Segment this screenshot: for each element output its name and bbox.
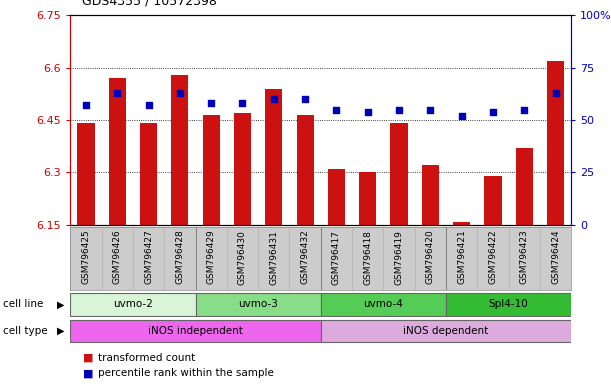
Text: iNOS dependent: iNOS dependent [403, 326, 489, 336]
Bar [78, 124, 95, 225]
Text: uvmo-2: uvmo-2 [113, 299, 153, 310]
Bar [70, 293, 196, 316]
Point [81, 102, 91, 108]
Text: GSM796425: GSM796425 [81, 230, 90, 285]
Text: GSM796422: GSM796422 [489, 230, 497, 285]
Text: uvmo-3: uvmo-3 [238, 299, 278, 310]
Bar [328, 169, 345, 225]
Point [457, 113, 467, 119]
Bar [265, 89, 282, 225]
Bar [140, 124, 157, 225]
Text: GSM796421: GSM796421 [457, 230, 466, 285]
Text: GSM796426: GSM796426 [113, 230, 122, 285]
Text: GSM796424: GSM796424 [551, 230, 560, 285]
Bar [453, 222, 470, 225]
Text: cell line: cell line [3, 299, 43, 310]
Point [488, 109, 498, 115]
Text: GSM796430: GSM796430 [238, 230, 247, 285]
Text: GSM796420: GSM796420 [426, 230, 435, 285]
Point [238, 100, 247, 106]
Text: uvmo-4: uvmo-4 [364, 299, 403, 310]
Bar [485, 176, 502, 225]
Point [551, 90, 560, 96]
Bar [321, 293, 446, 316]
Text: GSM796417: GSM796417 [332, 230, 341, 285]
Point [269, 96, 279, 102]
Point [300, 96, 310, 102]
Point [112, 90, 122, 96]
Text: GSM796418: GSM796418 [364, 230, 372, 285]
Bar [171, 74, 188, 225]
Text: ▶: ▶ [57, 326, 64, 336]
Point [363, 109, 373, 115]
Text: GSM796419: GSM796419 [395, 230, 403, 285]
Bar [321, 320, 571, 343]
Point [332, 106, 342, 113]
Text: ■: ■ [82, 368, 93, 378]
Text: GSM796423: GSM796423 [520, 230, 529, 285]
Bar [516, 148, 533, 225]
Bar [234, 113, 251, 225]
Bar [446, 293, 571, 316]
Text: GSM796431: GSM796431 [269, 230, 278, 285]
Text: iNOS independent: iNOS independent [148, 326, 243, 336]
Bar [390, 124, 408, 225]
Bar [296, 115, 313, 225]
Text: percentile rank within the sample: percentile rank within the sample [98, 368, 274, 378]
Text: ■: ■ [82, 353, 93, 363]
Point [519, 106, 529, 113]
Text: cell type: cell type [3, 326, 48, 336]
Point [394, 106, 404, 113]
Text: transformed count: transformed count [98, 353, 195, 363]
Bar [547, 61, 564, 225]
Bar [422, 166, 439, 225]
Text: ▶: ▶ [57, 299, 64, 310]
Text: GDS4355 / 10572398: GDS4355 / 10572398 [82, 0, 218, 8]
Point [425, 106, 435, 113]
Bar [70, 320, 321, 343]
Point [144, 102, 153, 108]
Text: Spl4-10: Spl4-10 [489, 299, 529, 310]
Text: GSM796428: GSM796428 [175, 230, 185, 285]
Bar [109, 78, 126, 225]
Text: GSM796427: GSM796427 [144, 230, 153, 285]
Bar [203, 115, 220, 225]
Text: GSM796432: GSM796432 [301, 230, 310, 285]
Point [175, 90, 185, 96]
Bar [196, 293, 321, 316]
Bar [359, 172, 376, 225]
Point [207, 100, 216, 106]
Text: GSM796429: GSM796429 [207, 230, 216, 285]
